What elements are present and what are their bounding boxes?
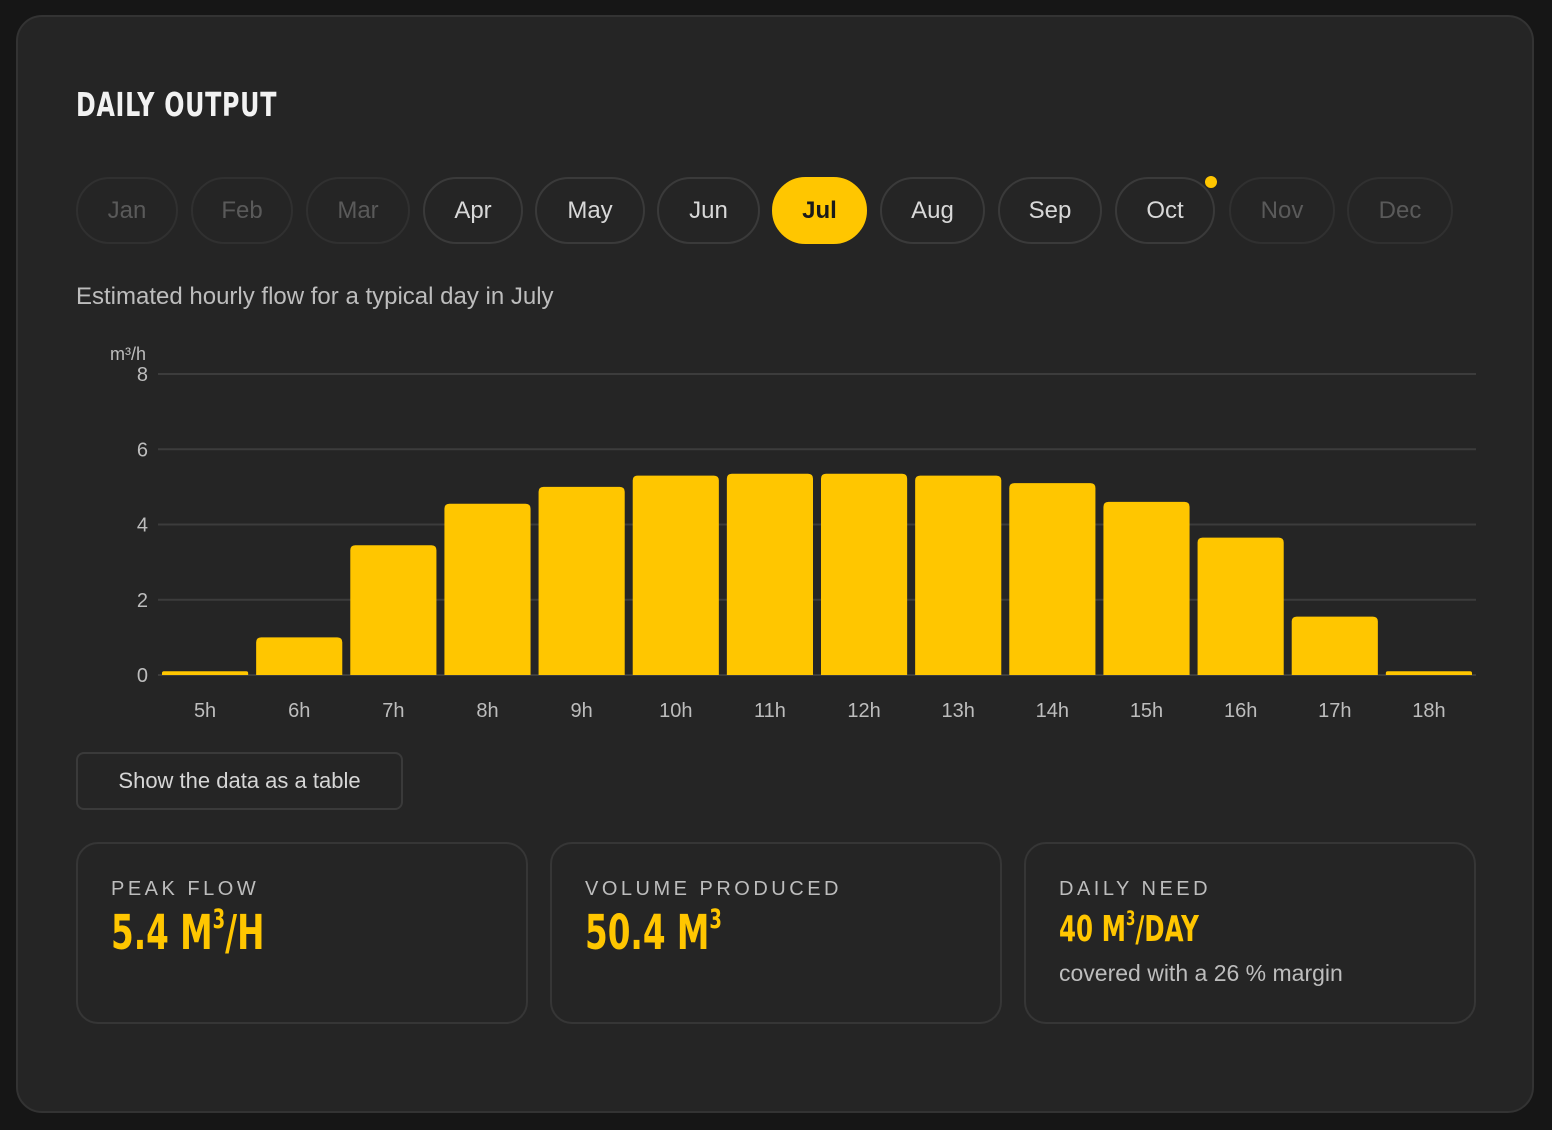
show-table-button[interactable]: Show the data as a table [76,752,403,810]
x-tick-label: 14h [1036,700,1069,722]
month-tab-nov[interactable]: Nov [1229,177,1335,244]
bar-10h [632,475,719,675]
bar-13h [915,475,1002,675]
bar-17h [1291,616,1378,675]
bar-18h [1385,671,1472,675]
y-tick-label: 0 [137,665,148,687]
chart-x-ticks: 5h 6h 7h 8h 9h 10h 11h 12h 13h 14h 15h 16h 17h 18h [194,700,1446,722]
x-tick-label: 7h [382,700,404,722]
stat-value: 50.4 M3 [585,904,722,962]
y-tick-label: 4 [137,515,148,537]
y-tick-label: 2 [137,590,148,612]
stat-card-daily-need: DAILY NEED 40 M3/DAY covered with a 26 %… [1024,842,1476,1024]
bar-14h [1009,483,1096,675]
hourly-flow-chart: 0 2 4 6 8 m³/h 5h 6h 7h 8h 9h 10h 11h 12h 13h 14h 15h 1… [110,344,1476,722]
bar-5h [162,671,249,675]
stat-label: DAILY NEED [1059,878,1212,900]
bar-8h [444,503,531,675]
bar-7h [350,545,437,675]
bar-12h [821,473,908,675]
card-title: DAILY OUTPUT [76,85,278,124]
x-tick-label: 11h [754,700,786,722]
stat-label: VOLUME PRODUCED [585,878,842,900]
month-tab-aug[interactable]: Aug [880,177,985,244]
x-tick-label: 8h [476,700,498,722]
x-tick-label: 6h [288,700,310,722]
chart-bars [162,473,1472,675]
x-tick-label: 17h [1318,700,1351,722]
x-tick-label: 10h [659,700,692,722]
x-tick-label: 12h [847,700,880,722]
y-tick-label: 8 [137,364,148,386]
month-tab-jan[interactable]: Jan [76,177,178,244]
oct-marker-dot [1205,176,1217,188]
stat-value: 5.4 M3/H [111,904,265,962]
bar-15h [1103,501,1190,675]
x-tick-label: 15h [1130,700,1163,722]
bar-6h [256,637,343,675]
stat-card-volume-produced: VOLUME PRODUCED 50.4 M3 [550,842,1002,1024]
bar-16h [1197,537,1284,675]
month-tab-dec[interactable]: Dec [1347,177,1453,244]
stat-note: covered with a 26 % margin [1059,960,1343,986]
month-tab-sep[interactable]: Sep [998,177,1102,244]
stat-card-peak-flow: PEAK FLOW 5.4 M3/H [76,842,528,1024]
month-tab-may[interactable]: May [535,177,645,244]
month-tab-jun[interactable]: Jun [657,177,760,244]
x-tick-label: 5h [194,700,216,722]
stat-label: PEAK FLOW [111,878,260,900]
x-tick-label: 16h [1224,700,1257,722]
chart-y-ticks: 0 2 4 6 8 [137,364,148,687]
stat-value: 40 M3/DAY [1059,907,1199,950]
chart-subtitle: Estimated hourly flow for a typical day … [76,283,554,310]
month-tab-mar[interactable]: Mar [306,177,410,244]
x-tick-label: 13h [942,700,975,722]
month-tab-apr[interactable]: Apr [423,177,523,244]
month-tab-oct[interactable]: Oct [1115,177,1215,244]
month-tab-jul[interactable]: Jul [772,177,867,244]
daily-output-card: DAILY OUTPUT Jan Feb Mar Apr May Jun Jul… [16,15,1534,1113]
bar-9h [538,486,625,675]
bar-11h [726,473,813,675]
y-tick-label: 6 [137,439,148,461]
x-tick-label: 9h [571,700,593,722]
month-tab-feb[interactable]: Feb [191,177,293,244]
x-tick-label: 18h [1412,700,1445,722]
y-axis-unit: m³/h [110,344,146,364]
